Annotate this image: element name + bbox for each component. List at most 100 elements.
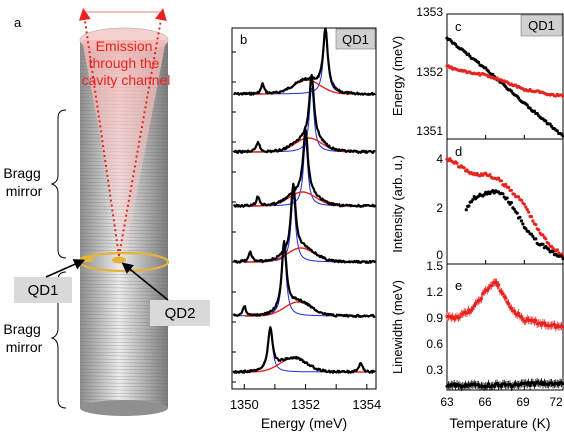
data-point: [512, 192, 516, 196]
panel-e-xtick-69: 69: [516, 395, 530, 409]
data-point: [512, 207, 516, 211]
data-point: [529, 215, 534, 219]
bragg-layer-line: [79, 382, 169, 385]
data-point: [522, 202, 526, 206]
data-point: [527, 210, 531, 214]
bragg-layer-line: [79, 327, 169, 330]
emission-cone: [82, 40, 166, 262]
data-point: [525, 207, 529, 212]
panel-b-xtick-1350: 1350: [230, 397, 259, 412]
panel-e-ytick-0.6: 0.6: [426, 337, 443, 351]
data-point: [547, 247, 551, 251]
qd1-label: QD1: [28, 282, 59, 299]
data-point: [507, 185, 511, 189]
bragg-layer-line: [79, 293, 169, 296]
panel-e-ytick-1.5: 1.5: [426, 259, 443, 273]
data-point: [531, 234, 535, 238]
spectrum-data: [233, 27, 376, 96]
data-point: [557, 251, 561, 255]
bragg-top-brace: [50, 109, 67, 259]
panel-b-xtick-1354: 1354: [352, 397, 381, 412]
data-point: [535, 111, 539, 116]
panel-e-ytick-0.3: 0.3: [426, 363, 443, 377]
qd1-arrow: [45, 259, 86, 278]
data-point: [501, 192, 505, 196]
data-point: [488, 173, 492, 177]
spectrum-data: [232, 240, 376, 319]
panel-b-badge-box: [335, 28, 376, 50]
panel-e-xlabel: Temperature (K): [449, 415, 550, 431]
bragg-layer-line: [79, 290, 169, 293]
data-point: [524, 227, 528, 231]
data-point: [524, 205, 528, 209]
emission-line-1: Emission: [96, 38, 153, 54]
qd1-label-box: [14, 277, 72, 303]
data-point: [467, 204, 471, 208]
panel-e-ylabel: Linewidth (meV): [390, 280, 405, 374]
data-point: [519, 198, 524, 202]
bragg-layer-line: [79, 341, 169, 344]
qd2-label: QD2: [165, 305, 196, 322]
panel-e-plot: [445, 278, 564, 392]
bragg-layer-line: [79, 395, 169, 398]
bragg-layer-line: [79, 351, 169, 354]
data-point: [551, 250, 555, 254]
panel-e-ytick-1.2: 1.2: [426, 285, 443, 299]
data-point: [531, 219, 535, 223]
bragg-bottom-line-2: mirror: [6, 339, 43, 355]
bragg-layer-line: [79, 331, 169, 334]
panel-c-badge-box: [520, 14, 563, 37]
bragg-layer-line: [79, 273, 169, 276]
qd1-dot: [80, 255, 94, 263]
bragg-bottom-line-1: Bragg: [3, 321, 40, 337]
bragg-layer-line: [79, 365, 169, 368]
bragg-layer-line: [79, 355, 169, 357]
bragg-top-label: Bragg mirror: [3, 165, 44, 199]
bragg-layer-line: [79, 276, 169, 279]
spectrum-data: [233, 182, 377, 264]
panel-e-ytick-0.9: 0.9: [426, 311, 443, 325]
data-point: [499, 179, 503, 183]
emission-ray-left: [78, 8, 120, 257]
panel-e: e 1.5 1.2 0.9 0.6 0.3 Linewidth (meV) 63…: [390, 259, 564, 431]
panel-d-plot: [445, 157, 564, 264]
panel-d-ytick-4: 4: [436, 152, 443, 166]
bragg-top-line-2: mirror: [6, 183, 43, 199]
panel-c-letter: c: [455, 19, 462, 34]
data-point: [544, 119, 548, 123]
bragg-layer-line: [79, 378, 169, 381]
emission-ray-right: [118, 8, 167, 257]
data-point: [517, 96, 521, 100]
data-point: [491, 189, 495, 193]
panel-c-badge: QD1: [528, 18, 555, 33]
data-point: [561, 382, 564, 386]
panel-e-letter: e: [455, 278, 462, 293]
panel-b-ticks: [232, 51, 368, 389]
qd2-label-box: [150, 300, 210, 326]
bragg-layer-line: [79, 358, 169, 361]
panel-d-ylabel: Intensity (arb. u.): [390, 155, 405, 253]
panel-d-ytick-0: 0: [436, 248, 443, 262]
data-point: [518, 215, 522, 219]
data-point: [455, 161, 459, 165]
data-point: [497, 176, 501, 180]
data-point: [464, 208, 468, 212]
bragg-layer-line: [79, 283, 169, 286]
panel-e-xtick-72: 72: [549, 395, 563, 409]
panel-b-frame: [231, 27, 377, 390]
bragg-layer-line: [79, 344, 169, 347]
emission-line-2: through the: [89, 55, 160, 71]
bragg-layer-line: [79, 297, 169, 300]
bragg-layer-line: [79, 334, 169, 337]
data-point: [561, 257, 564, 261]
qd2-arrow: [121, 262, 169, 301]
bragg-layer-line: [79, 280, 169, 283]
data-point: [544, 237, 548, 241]
panel-b-spectra: [232, 27, 377, 374]
data-point: [476, 60, 481, 64]
data-point: [521, 222, 525, 226]
panel-c-ytick-1353: 1353: [416, 5, 443, 19]
panel-c-ytick-1352: 1352: [416, 65, 443, 79]
bragg-layer-line: [79, 361, 169, 364]
